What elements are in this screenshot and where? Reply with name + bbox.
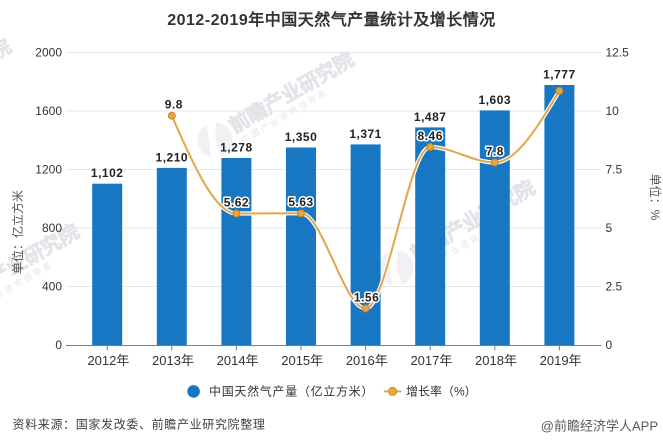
svg-text:2017年: 2017年: [410, 353, 452, 368]
svg-text:7.8: 7.8: [486, 144, 504, 158]
svg-text:2000: 2000: [35, 46, 62, 60]
svg-text:7.5: 7.5: [606, 163, 623, 177]
svg-text:5.62: 5.62: [224, 195, 249, 209]
svg-text:2018年: 2018年: [475, 353, 517, 368]
svg-text:1,371: 1,371: [349, 127, 382, 141]
svg-text:10: 10: [606, 104, 620, 118]
svg-text:1,487: 1,487: [414, 110, 447, 124]
svg-text:2.5: 2.5: [606, 280, 623, 294]
svg-text:1,102: 1,102: [91, 166, 124, 180]
svg-text:12.5: 12.5: [606, 46, 630, 60]
svg-text:@前瞻经济学人APP: @前瞻经济学人APP: [541, 419, 658, 434]
svg-text:增长率（%）: 增长率（%）: [406, 384, 477, 399]
svg-text:2015年: 2015年: [281, 353, 323, 368]
svg-text:0: 0: [55, 338, 62, 352]
svg-text:2016年: 2016年: [346, 353, 388, 368]
svg-text:2013年: 2013年: [152, 353, 194, 368]
svg-text:8.46: 8.46: [418, 129, 443, 143]
svg-text:资料来源：国家发改委、前瞻产业研究院整理: 资料来源：国家发改委、前瞻产业研究院整理: [13, 417, 266, 432]
svg-text:1.56: 1.56: [354, 290, 379, 304]
svg-text:0: 0: [606, 338, 613, 352]
svg-text:800: 800: [42, 221, 62, 235]
svg-text:2019年: 2019年: [540, 353, 582, 368]
svg-text:单位：%: 单位：%: [648, 174, 663, 221]
svg-text:中国天然气产量（亿立方米）: 中国天然气产量（亿立方米）: [209, 384, 374, 399]
svg-text:5: 5: [606, 221, 613, 235]
svg-text:2014年: 2014年: [217, 353, 259, 368]
svg-text:1,350: 1,350: [285, 130, 318, 144]
svg-text:1,777: 1,777: [543, 68, 576, 82]
svg-text:1200: 1200: [35, 163, 62, 177]
svg-text:2012-2019年中国天然气产量统计及增长情况: 2012-2019年中国天然气产量统计及增长情况: [167, 10, 496, 29]
svg-text:单位：亿立方米: 单位：亿立方米: [10, 190, 25, 274]
svg-text:2012年: 2012年: [87, 353, 129, 368]
svg-text:400: 400: [42, 280, 62, 294]
svg-text:1,278: 1,278: [220, 141, 253, 155]
svg-text:1,603: 1,603: [479, 93, 512, 107]
svg-text:9.8: 9.8: [165, 98, 183, 112]
svg-text:1,210: 1,210: [156, 150, 189, 164]
svg-text:1600: 1600: [35, 104, 62, 118]
svg-text:5.63: 5.63: [288, 195, 313, 209]
